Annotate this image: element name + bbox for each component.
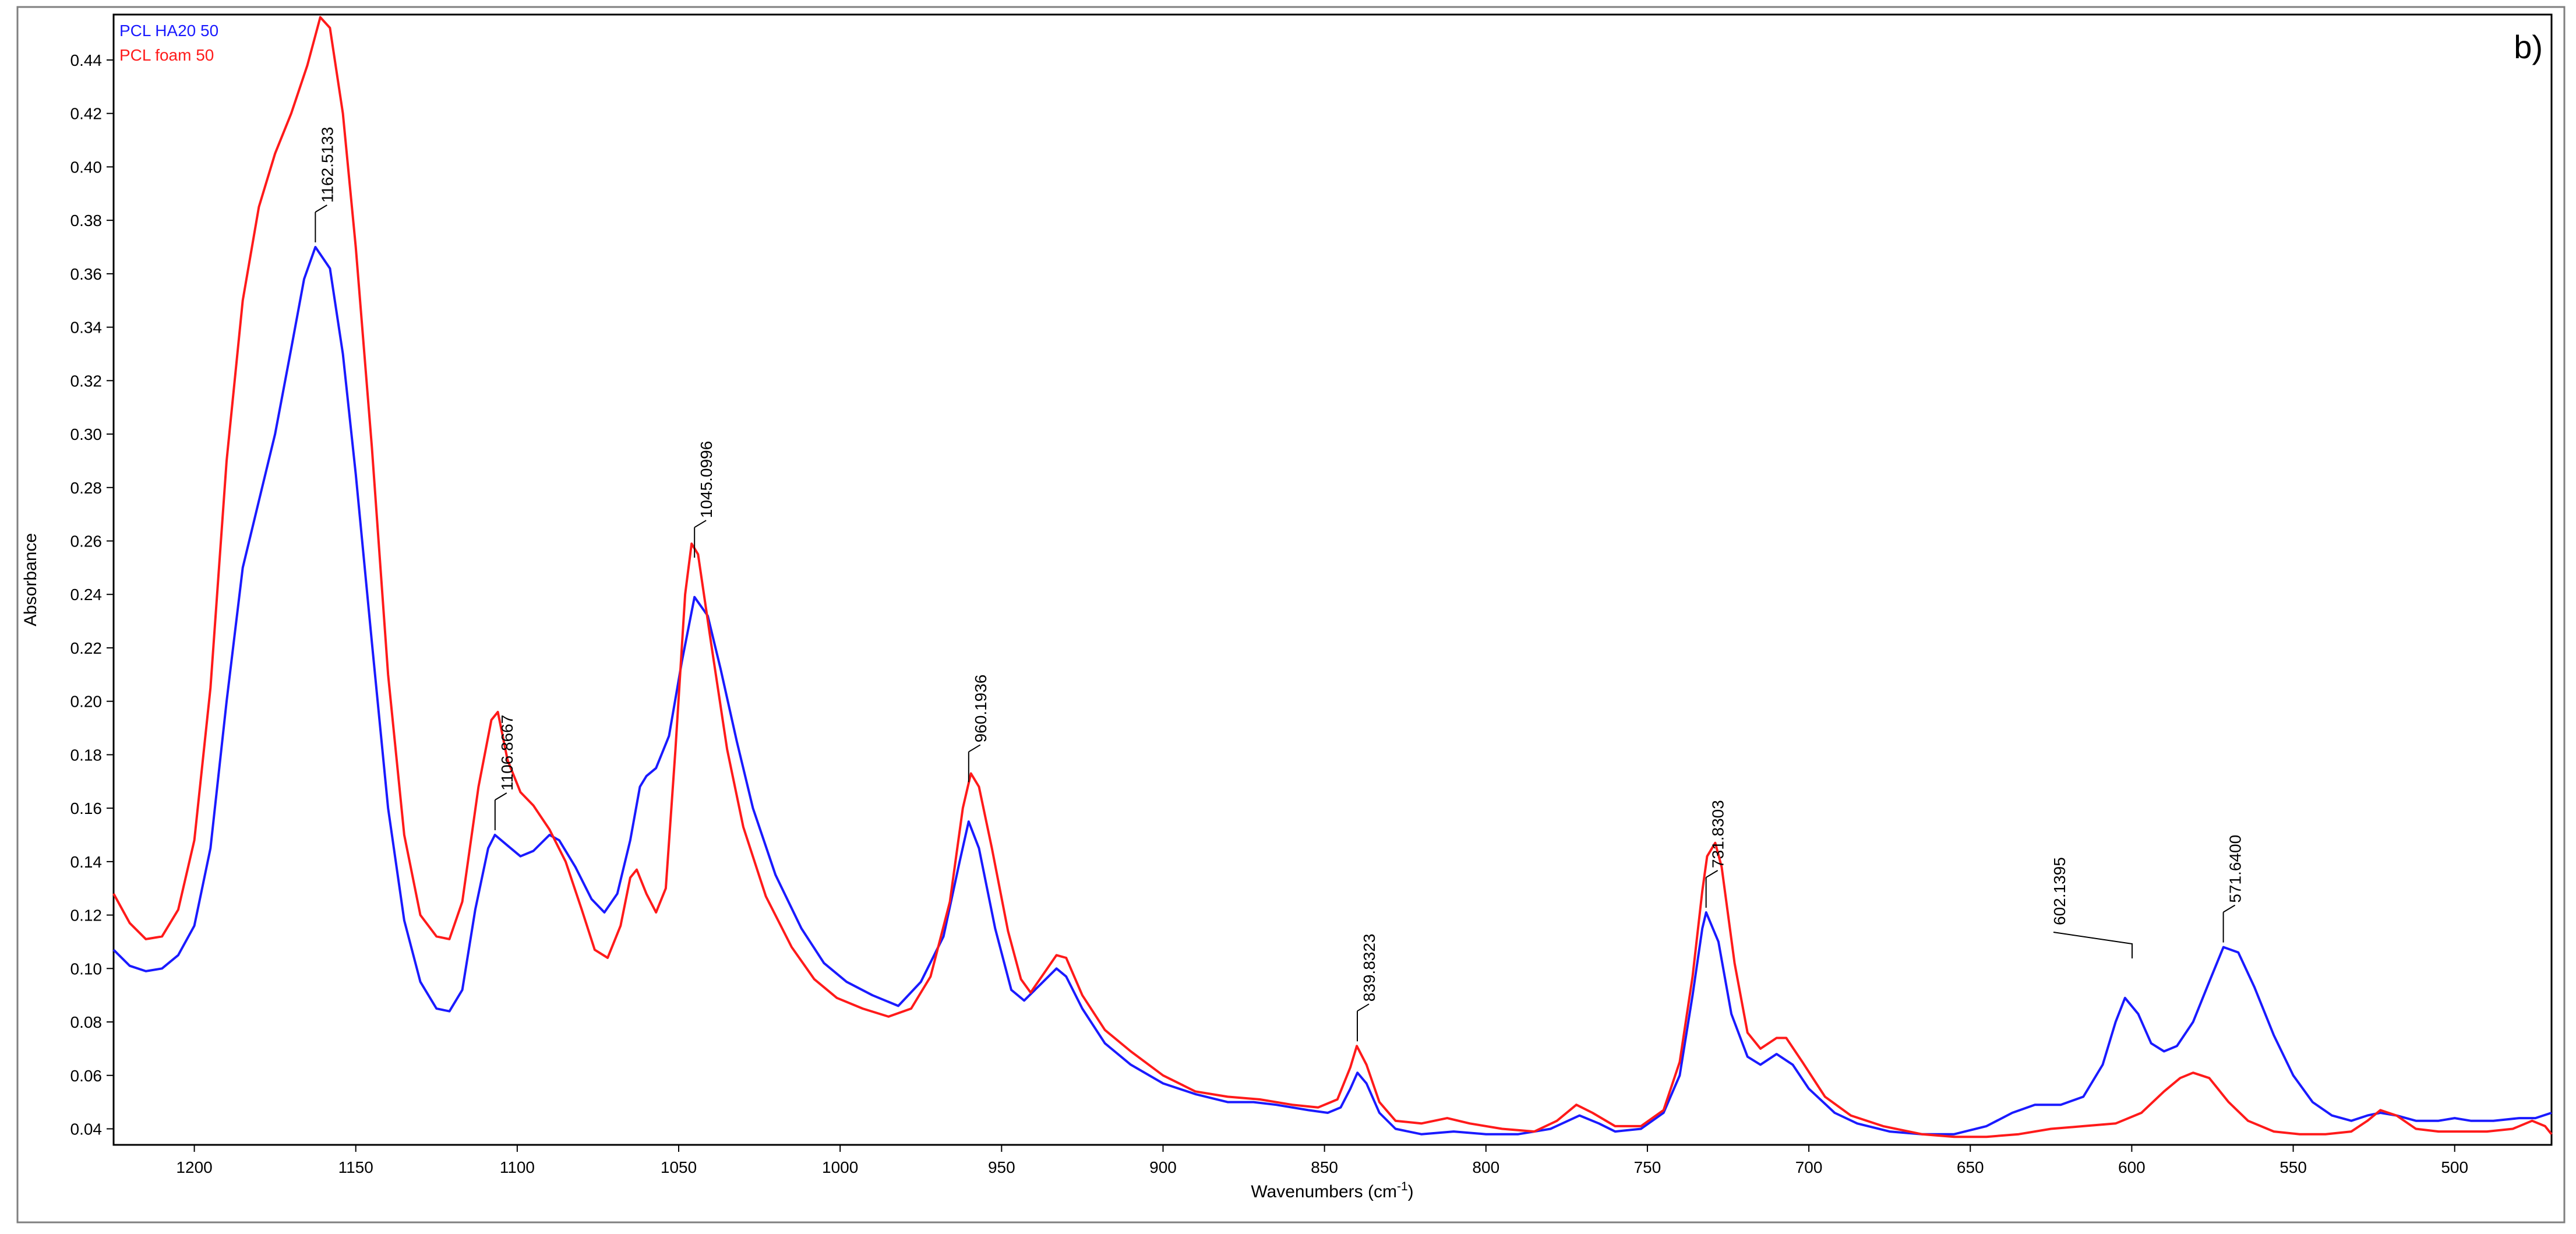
peak-annotation: 839.8323 xyxy=(1357,934,1378,1042)
peak-annotation: 960.1936 xyxy=(968,675,990,782)
peak-leader-tail xyxy=(315,205,327,213)
peak-annotation: 602.1395 xyxy=(2051,857,2133,958)
legend: PCL HA20 50 PCL foam 50 xyxy=(119,22,218,64)
y-tick-label: 0.06 xyxy=(70,1067,103,1085)
x-tick-label: 1100 xyxy=(500,1158,535,1176)
plot-area-frame xyxy=(112,13,2553,1146)
peak-label: 602.1395 xyxy=(2051,857,2069,925)
x-tick-label: 950 xyxy=(988,1158,1015,1176)
x-tick-label: 1000 xyxy=(822,1158,858,1176)
peak-annotations: 1162.5133 1106.8667 1045.0996 960.1936 839.8… xyxy=(315,127,2245,1042)
x-tick-label: 650 xyxy=(1957,1158,1984,1176)
x-axis-label-close: ) xyxy=(1408,1182,1414,1201)
panel-label: b) xyxy=(2514,29,2543,65)
y-tick-label: 0.44 xyxy=(70,51,103,69)
x-axis-label: Wavenumbers (cm-1) xyxy=(1251,1180,1413,1201)
peak-leader-tail xyxy=(968,744,981,753)
y-tick-label: 0.40 xyxy=(70,158,103,176)
y-tick-label: 0.30 xyxy=(70,425,103,443)
peak-label: 731.8303 xyxy=(1709,800,1727,868)
series-line-pcl-ha20-50 xyxy=(112,246,2552,1136)
peak-annotation: 1162.5133 xyxy=(315,127,336,243)
y-axis-label: Absorbance xyxy=(21,533,40,626)
x-tick-label: 1050 xyxy=(661,1158,697,1176)
peak-annotation: 1045.0996 xyxy=(694,441,715,558)
x-tick-label: 750 xyxy=(1634,1158,1661,1176)
peak-leader-tail xyxy=(694,520,707,528)
y-tick-label: 0.20 xyxy=(70,693,103,711)
outer-frame xyxy=(16,6,2566,1224)
y-tick-label: 0.16 xyxy=(70,799,103,817)
peak-leader-tail xyxy=(2223,904,2236,913)
y-tick-label: 0.32 xyxy=(70,372,103,390)
peak-label: 1045.0996 xyxy=(697,441,715,518)
legend-entry-pcl-ha20-50: PCL HA20 50 xyxy=(119,22,218,40)
peak-annotation: 731.8303 xyxy=(1705,800,1727,908)
peak-label: 571.6400 xyxy=(2226,835,2245,903)
x-axis-label-main: Wavenumbers (cm xyxy=(1251,1182,1397,1201)
x-tick-label: 500 xyxy=(2441,1158,2468,1176)
y-tick-label: 0.34 xyxy=(70,319,103,337)
peak-label: 1106.8667 xyxy=(498,715,516,791)
x-tick-label: 800 xyxy=(1472,1158,1499,1176)
y-tick-label: 0.22 xyxy=(70,639,103,657)
peak-annotation: 571.6400 xyxy=(2222,835,2245,943)
axis-ticks: 1200 1150 1100 1050 1000 950 900 850 800 750 700 65… xyxy=(70,51,2469,1176)
x-tick-label: 1200 xyxy=(176,1158,212,1176)
y-tick-label: 0.28 xyxy=(70,479,103,497)
series-layer xyxy=(112,16,2553,1138)
y-tick-label: 0.36 xyxy=(70,265,103,283)
peak-leader-line xyxy=(2053,932,2133,958)
y-tick-label: 0.26 xyxy=(70,532,103,550)
y-tick-label: 0.12 xyxy=(70,907,103,925)
y-tick-label: 0.38 xyxy=(70,211,103,230)
series-line-pcl-foam-50 xyxy=(112,16,2553,1138)
legend-entry-pcl-foam-50: PCL foam 50 xyxy=(119,46,214,64)
x-axis-label-superscript: -1 xyxy=(1397,1180,1408,1193)
x-tick-label: 900 xyxy=(1149,1158,1177,1176)
x-tick-label: 850 xyxy=(1311,1158,1338,1176)
peak-label: 960.1936 xyxy=(972,675,990,743)
x-tick-label: 600 xyxy=(2118,1158,2146,1176)
y-tick-label: 0.14 xyxy=(70,853,103,871)
y-tick-label: 0.42 xyxy=(70,105,103,123)
x-tick-label: 700 xyxy=(1795,1158,1823,1176)
y-tick-label: 0.10 xyxy=(70,960,103,978)
y-tick-label: 0.04 xyxy=(70,1120,103,1138)
peak-leader-tail xyxy=(495,792,507,801)
y-tick-label: 0.08 xyxy=(70,1013,103,1031)
peak-label: 839.8323 xyxy=(1360,934,1378,1002)
x-tick-label: 550 xyxy=(2279,1158,2307,1176)
y-tick-label: 0.24 xyxy=(70,586,103,604)
peak-leader-tail xyxy=(1357,1003,1370,1012)
peak-annotation: 1106.8667 xyxy=(494,715,516,830)
peak-label: 1162.5133 xyxy=(318,127,336,203)
x-tick-label: 1150 xyxy=(338,1158,373,1176)
peak-leader-tail xyxy=(1706,870,1718,878)
y-tick-label: 0.18 xyxy=(70,746,103,764)
